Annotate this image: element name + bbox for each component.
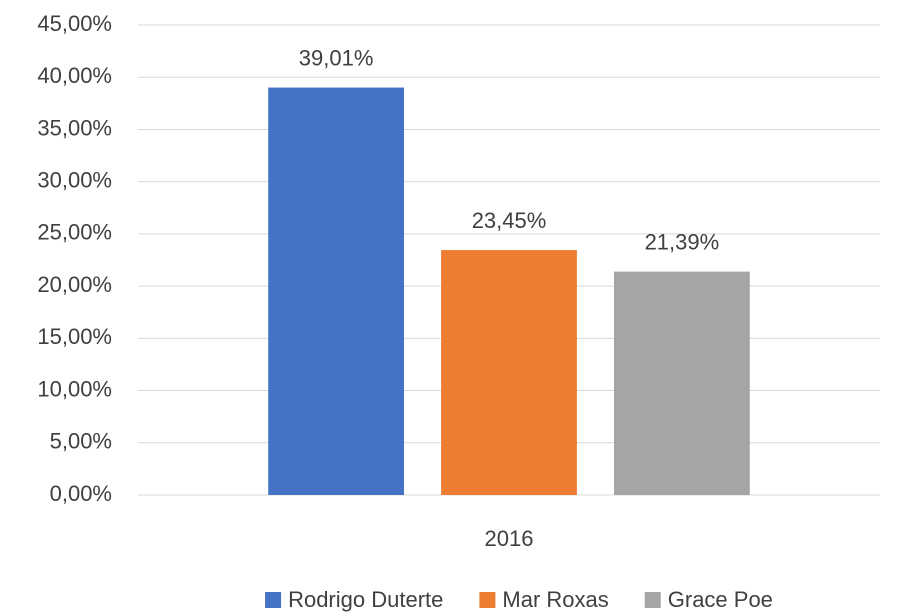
y-tick-label: 35,00%	[37, 115, 112, 140]
bar	[268, 87, 405, 495]
y-tick-label: 30,00%	[37, 167, 112, 192]
y-tick-label: 25,00%	[37, 220, 112, 245]
legend-label: Rodrigo Duterte	[288, 587, 443, 612]
x-tick-label: 2016	[485, 526, 534, 551]
legend-label: Mar Roxas	[502, 587, 608, 612]
bar	[441, 250, 577, 495]
y-tick-label: 45,00%	[37, 11, 112, 36]
y-tick-label: 10,00%	[37, 376, 112, 401]
legend-swatch	[644, 592, 661, 608]
legend-swatch	[265, 592, 282, 608]
bar	[613, 271, 750, 495]
data-label: 39,01%	[299, 45, 374, 70]
data-label: 23,45%	[472, 208, 547, 233]
legend-label: Grace Poe	[668, 587, 773, 612]
data-label: 21,39%	[645, 229, 720, 254]
y-tick-label: 5,00%	[50, 429, 112, 454]
y-tick-label: 15,00%	[37, 324, 112, 349]
y-tick-label: 40,00%	[37, 63, 112, 88]
legend-swatch	[479, 592, 496, 608]
y-tick-label: 0,00%	[50, 481, 112, 506]
y-tick-label: 20,00%	[37, 272, 112, 297]
